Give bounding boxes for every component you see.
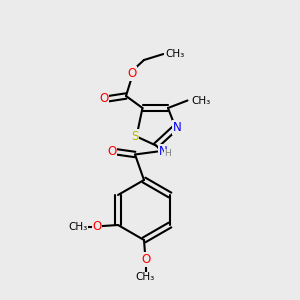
Text: O: O xyxy=(100,92,109,106)
Text: CH₃: CH₃ xyxy=(68,221,87,232)
Text: O: O xyxy=(141,253,150,266)
Text: O: O xyxy=(128,67,136,80)
Text: CH₃: CH₃ xyxy=(191,95,210,106)
Text: N: N xyxy=(159,145,168,158)
Text: CH₃: CH₃ xyxy=(136,272,155,283)
Text: O: O xyxy=(92,220,102,233)
Text: S: S xyxy=(131,130,139,143)
Text: O: O xyxy=(107,145,116,158)
Text: N: N xyxy=(172,121,182,134)
Text: H: H xyxy=(164,149,171,158)
Text: CH₃: CH₃ xyxy=(165,49,184,59)
